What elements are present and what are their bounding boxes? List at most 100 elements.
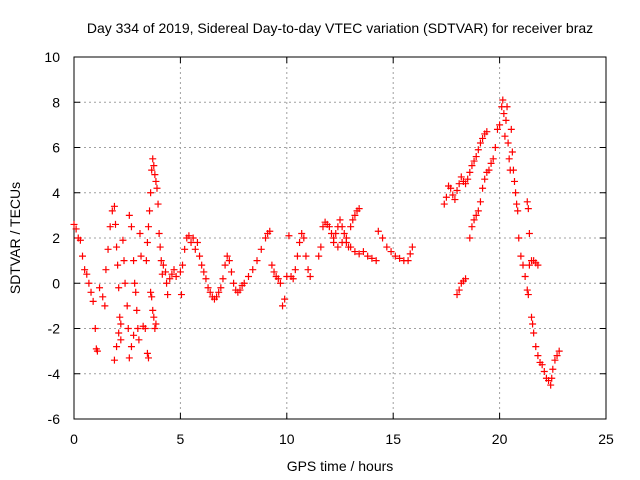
data-point: [279, 302, 287, 310]
y-tick-label: -6: [48, 411, 61, 427]
data-point: [489, 155, 497, 163]
data-point: [185, 232, 193, 240]
data-point: [274, 275, 282, 283]
data-point: [406, 250, 414, 258]
data-point: [244, 272, 252, 280]
data-point: [319, 223, 327, 231]
data-point: [524, 205, 532, 213]
data-point: [457, 173, 465, 181]
data-point: [142, 257, 150, 265]
data-point: [223, 252, 231, 260]
data-point: [87, 288, 95, 296]
data-point: [285, 232, 293, 240]
data-point: [119, 236, 127, 244]
data-point: [340, 229, 348, 237]
data-point: [466, 168, 474, 176]
data-point: [108, 207, 116, 215]
data-point: [315, 252, 323, 260]
data-point: [81, 266, 89, 274]
data-point: [134, 325, 142, 332]
data-point: [116, 313, 124, 321]
data-point: [155, 229, 163, 237]
data-point: [136, 229, 144, 237]
data-point: [330, 239, 338, 247]
data-points: [70, 96, 563, 389]
data-point: [113, 243, 121, 251]
data-point: [253, 257, 261, 265]
data-point: [125, 354, 133, 362]
data-point: [149, 306, 157, 314]
data-point: [162, 268, 170, 276]
data-point: [83, 270, 91, 278]
data-point: [440, 200, 448, 208]
data-point: [528, 313, 536, 321]
data-point: [266, 227, 274, 235]
data-point: [479, 184, 487, 192]
data-point: [110, 356, 118, 364]
data-point: [200, 268, 208, 276]
data-point: [102, 266, 110, 274]
data-point: [464, 175, 472, 183]
data-point: [115, 329, 123, 337]
data-point: [476, 139, 484, 147]
data-point: [291, 266, 299, 274]
data-point: [152, 177, 160, 185]
data-point: [472, 153, 480, 161]
data-point: [347, 223, 355, 231]
x-tick-label: 15: [385, 431, 401, 447]
data-point: [213, 293, 221, 301]
data-point: [202, 275, 210, 283]
data-point: [215, 288, 223, 296]
data-point: [198, 261, 206, 269]
data-point: [117, 320, 125, 328]
data-point: [106, 223, 114, 231]
y-tick-label: 4: [52, 185, 60, 201]
data-point: [191, 245, 199, 253]
y-tick-label: 8: [52, 94, 60, 110]
x-tick-label: 10: [279, 431, 295, 447]
data-point: [79, 252, 87, 260]
data-point: [555, 347, 563, 355]
data-point: [240, 279, 248, 287]
y-tick-label: 2: [52, 230, 60, 246]
data-point: [172, 272, 180, 280]
x-axis-label: GPS time / hours: [287, 458, 394, 474]
data-point: [519, 261, 527, 269]
data-point: [133, 306, 141, 314]
data-point: [487, 159, 495, 167]
data-point: [532, 343, 540, 351]
data-point: [147, 288, 155, 296]
data-point: [474, 207, 482, 215]
x-tick-label: 25: [598, 431, 614, 447]
data-point: [121, 279, 129, 287]
data-point: [157, 257, 165, 265]
data-point: [124, 325, 132, 332]
data-point: [408, 243, 416, 251]
data-point: [547, 381, 555, 389]
data-point: [517, 252, 525, 260]
data-point: [96, 284, 104, 292]
data-point: [164, 291, 172, 299]
y-tick-label: 10: [44, 49, 60, 65]
data-point: [514, 207, 522, 215]
data-point: [293, 252, 301, 260]
data-point: [540, 367, 548, 375]
data-point: [513, 200, 521, 208]
data-point: [342, 234, 350, 242]
data-point: [204, 284, 212, 292]
data-point: [127, 223, 135, 231]
data-point: [304, 266, 312, 274]
data-point: [383, 243, 391, 251]
data-point: [132, 288, 140, 296]
data-point: [523, 198, 531, 206]
data-point: [351, 248, 359, 256]
data-point: [123, 302, 131, 310]
data-point: [521, 272, 529, 280]
data-point: [262, 234, 270, 242]
data-point: [525, 229, 533, 237]
data-point: [225, 257, 233, 265]
data-point: [317, 243, 325, 251]
data-point: [85, 279, 93, 287]
data-point: [548, 374, 556, 382]
data-point: [276, 279, 284, 287]
